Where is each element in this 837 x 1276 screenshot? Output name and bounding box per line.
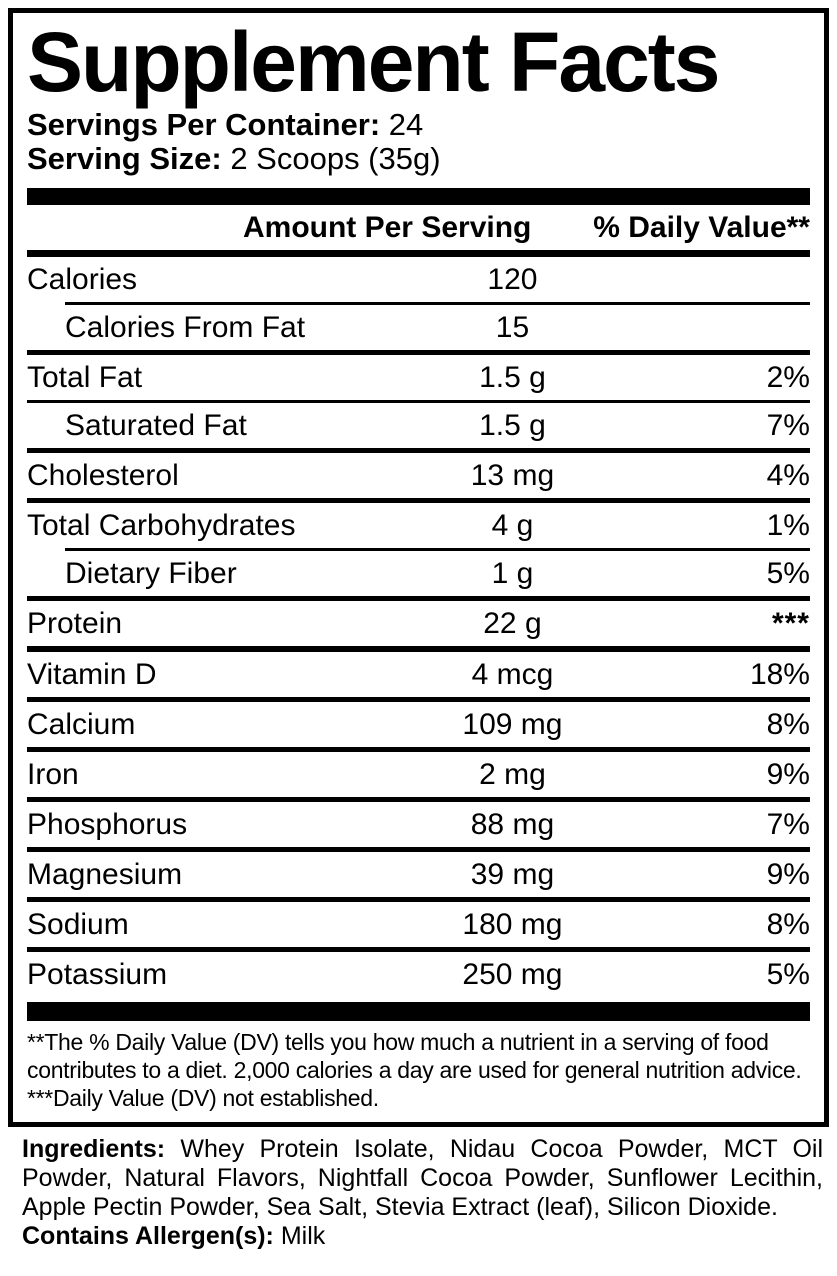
row-separator [27, 498, 810, 504]
nutrient-daily-value: 7% [766, 807, 810, 841]
nutrient-amount: 4 mcg [471, 657, 554, 691]
nutrient-name: Calories From Fat [65, 310, 306, 344]
allergen-line: Contains Allergen(s): Milk [22, 1222, 823, 1251]
servings-per-container-line: Servings Per Container: 24 [27, 108, 810, 142]
nutrient-row: Sodium 180 mg 8% [27, 902, 810, 947]
ingredients-list: Whey Protein Isolate, Nidau Cocoa Powder… [22, 1135, 823, 1222]
nutrient-daily-value: 8% [766, 707, 810, 741]
nutrient-amount: 120 [487, 262, 538, 296]
nutrient-row: Total Carbohydrates 4 g 1% [27, 503, 810, 548]
row-separator [27, 747, 810, 753]
row-separator [27, 350, 810, 356]
nutrient-name: Total Fat [27, 360, 143, 394]
supplement-facts-panel: Supplement Facts Servings Per Container:… [8, 8, 829, 1128]
nutrient-name: Protein [27, 606, 123, 640]
footnotes: **The % Daily Value (DV) tells you how m… [27, 1028, 810, 1112]
nutrient-daily-value: 9% [766, 857, 810, 891]
nutrient-name: Phosphorus [27, 807, 188, 841]
daily-value-header: % Daily Value** [593, 211, 810, 245]
row-separator [27, 847, 810, 853]
divider-bar-bottom [27, 1002, 810, 1022]
nutrient-daily-value: 18% [749, 657, 810, 691]
ingredients-label: Ingredients: [22, 1135, 166, 1164]
nutrient-amount: 109 mg [462, 707, 563, 741]
nutrient-daily-value: 5% [766, 556, 810, 590]
nutrient-name: Total Carbohydrates [27, 508, 296, 542]
servings-per-container-label: Servings Per Container: [27, 107, 381, 143]
nutrient-amount: 2 mg [479, 757, 546, 791]
nutrient-daily-value: 9% [766, 757, 810, 791]
nutrient-amount: 1.5 g [479, 360, 546, 394]
row-separator [27, 697, 810, 703]
serving-info: Servings Per Container: 24 Serving Size:… [27, 108, 810, 176]
nutrient-daily-value: 5% [766, 957, 810, 991]
divider-bar-top [27, 188, 810, 206]
nutrient-amount: 13 mg [470, 458, 555, 492]
row-separator [27, 897, 810, 903]
nutrient-daily-value: 7% [766, 408, 810, 442]
allergen-value: Milk [280, 1222, 326, 1251]
nutrient-row: Calcium 109 mg 8% [27, 702, 810, 747]
nutrient-name: Calcium [27, 707, 136, 741]
nutrient-row: Protein 22 g *** [27, 601, 810, 646]
ingredients-paragraph: Ingredients: Whey Protein Isolate, Nidau… [22, 1135, 823, 1222]
nutrient-row: Dietary Fiber 1 g 5% [27, 551, 810, 596]
nutrient-row: Magnesium 39 mg 9% [27, 852, 810, 897]
row-separator [27, 797, 810, 803]
nutrient-name: Saturated Fat [65, 408, 247, 442]
row-separator [65, 548, 810, 552]
row-separator [27, 646, 810, 653]
nutrient-amount: 39 mg [470, 857, 555, 891]
nutrient-row: Saturated Fat 1.5 g 7% [27, 403, 810, 448]
nutrient-daily-value: 1% [766, 508, 810, 542]
serving-size-label: Serving Size: [27, 141, 222, 177]
amount-per-serving-header: Amount Per Serving [242, 211, 532, 245]
servings-per-container-value: 24 [388, 107, 424, 143]
row-separator [27, 400, 810, 404]
nutrient-amount: 180 mg [462, 907, 563, 941]
panel-title: Supplement Facts [27, 15, 720, 109]
nutrient-name: Cholesterol [27, 458, 179, 492]
daily-value-footnote: **The % Daily Value (DV) tells you how m… [27, 1029, 802, 1084]
nutrient-name: Dietary Fiber [65, 556, 237, 590]
nutrient-amount: 250 mg [462, 957, 563, 991]
row-separator [27, 448, 810, 454]
nutrient-row: Calories 120 [27, 257, 810, 302]
not-established-footnote: ***Daily Value (DV) not established. [27, 1085, 379, 1112]
serving-size-value: 2 Scoops (35g) [230, 141, 441, 177]
nutrient-daily-value: 4% [766, 458, 810, 492]
nutrient-daily-value: *** [771, 606, 810, 640]
nutrient-rows: Calories 120 Calories From Fat 15 Total Fat 1… [27, 257, 810, 997]
nutrient-row: Phosphorus 88 mg 7% [27, 802, 810, 847]
nutrient-row: Cholesterol 13 mg 4% [27, 453, 810, 498]
nutrient-row: Total Fat 1.5 g 2% [27, 355, 810, 400]
nutrient-amount: 4 g [491, 508, 534, 542]
nutrient-daily-value: 2% [766, 360, 810, 394]
nutrient-row: Vitamin D 4 mcg 18% [27, 652, 810, 697]
nutrient-name: Magnesium [27, 857, 183, 891]
nutrient-name: Vitamin D [27, 657, 157, 691]
serving-size-line: Serving Size: 2 Scoops (35g) [27, 142, 810, 176]
nutrient-row: Calories From Fat 15 [27, 305, 810, 350]
nutrient-daily-value: 8% [766, 907, 810, 941]
nutrient-name: Calories [27, 262, 138, 296]
nutrient-name: Potassium [27, 957, 168, 991]
nutrient-amount: 22 g [483, 606, 542, 640]
row-separator [65, 302, 810, 306]
nutrient-amount: 15 [495, 310, 530, 344]
table-header: Amount Per Serving % Daily Value** [27, 205, 810, 250]
ingredients-section: Ingredients: Whey Protein Isolate, Nidau… [22, 1135, 823, 1251]
header-separator [27, 250, 810, 258]
row-separator [27, 596, 810, 602]
nutrient-amount: 1 g [491, 556, 534, 590]
allergen-label: Contains Allergen(s): [22, 1222, 274, 1251]
nutrient-amount: 1.5 g [479, 408, 546, 442]
nutrient-row: Potassium 250 mg 5% [27, 952, 810, 997]
nutrient-name: Sodium [27, 907, 129, 941]
row-separator [27, 947, 810, 953]
nutrient-name: Iron [27, 757, 79, 791]
nutrient-row: Iron 2 mg 9% [27, 752, 810, 797]
nutrient-amount: 88 mg [470, 807, 555, 841]
